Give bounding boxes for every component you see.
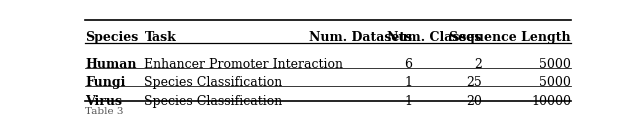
Text: 25: 25 [466,76,482,89]
Text: 6: 6 [404,58,412,71]
Text: Fungi: Fungi [85,76,125,89]
Text: Species Classification: Species Classification [145,76,283,89]
Text: 5000: 5000 [539,58,571,71]
Text: 1: 1 [404,95,412,108]
Text: Enhancer Promoter Interaction: Enhancer Promoter Interaction [145,58,344,71]
Text: Virus: Virus [85,95,122,108]
Text: 20: 20 [466,95,482,108]
Text: 2: 2 [474,58,482,71]
Text: 1: 1 [404,76,412,89]
Text: Human: Human [85,58,136,71]
Text: Num. Datasets: Num. Datasets [309,31,412,44]
Text: Species Classification: Species Classification [145,95,283,108]
Text: Sequence Length: Sequence Length [449,31,571,44]
Text: 10000: 10000 [531,95,571,108]
Text: Num. Classes: Num. Classes [387,31,482,44]
Text: Species: Species [85,31,138,44]
Text: Task: Task [145,31,176,44]
Text: Table 3: Table 3 [85,107,124,116]
Text: 5000: 5000 [539,76,571,89]
